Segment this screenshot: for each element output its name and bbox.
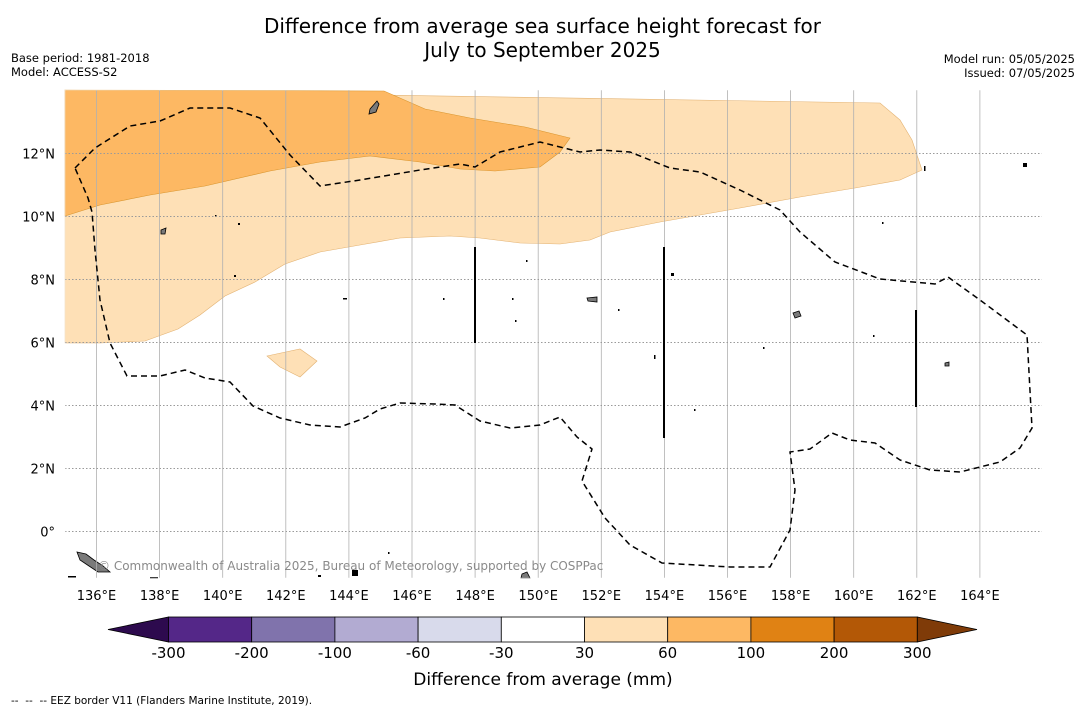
colorbar-tick-label: -300 (151, 644, 185, 662)
map-panel (64, 89, 1043, 579)
lon-tick-label: 136°E (77, 589, 117, 604)
colorbar-swatch (750, 616, 835, 643)
meta-right: Model run: 05/05/2025 Issued: 07/05/2025 (944, 52, 1075, 80)
colorbar-tick-labels: -300 -200 -100 -60 -30 30 60 100 200 300 (151, 644, 931, 662)
lat-tick-label: 0° (40, 526, 55, 541)
latitude-labels: 12°N 10°N 8°N 6°N 4°N 2°N 0° (22, 148, 55, 541)
attribution-text: © Commonwealth of Australia 2025, Bureau… (98, 559, 603, 573)
lon-tick-label: 148°E (455, 589, 495, 604)
lat-tick-label: 8°N (31, 274, 56, 289)
colorbar-tick-label: -100 (318, 644, 352, 662)
colorbar-swatch (251, 616, 336, 643)
colorbar-tick-label: 200 (820, 644, 849, 662)
colorbar-extend-min (107, 616, 169, 643)
colorbar-extend-max (916, 616, 978, 643)
colorbar-tick-label: 30 (575, 644, 594, 662)
island-yap (160, 227, 167, 235)
title-line-1: Difference from average sea surface heig… (263, 14, 822, 38)
lon-tick-label: 156°E (708, 589, 748, 604)
lon-tick-label: 142°E (266, 589, 306, 604)
island-chuuk (586, 296, 598, 303)
eez-footnote: -- -- -- EEZ border V11 (Flanders Marine… (11, 695, 313, 707)
colorbar-tick-label: 60 (658, 644, 677, 662)
lon-tick-label: 158°E (771, 589, 811, 604)
colorbar-swatch (417, 616, 502, 643)
lon-tick-label: 160°E (834, 589, 874, 604)
anomaly-region-60-100 (64, 89, 571, 217)
lat-tick-label: 12°N (22, 148, 55, 163)
colorbar-tick-label: -200 (235, 644, 269, 662)
colorbar-tick-label: 300 (903, 644, 932, 662)
colorbar-label: Difference from average (mm) (413, 670, 672, 690)
lon-tick-label: 146°E (392, 589, 432, 604)
lon-tick-label: 144°E (329, 589, 369, 604)
lon-tick-label: 150°E (518, 589, 558, 604)
longitude-labels: 136°E 138°E 140°E 142°E 144°E 146°E 148°E 150°E… (77, 589, 1000, 604)
colorbar-swatch (334, 616, 419, 643)
model-name: Model: ACCESS-S2 (11, 65, 118, 79)
lon-tick-label: 164°E (960, 589, 1000, 604)
colorbar-tick-label: -30 (489, 644, 514, 662)
lat-tick-label: 4°N (31, 400, 56, 415)
lat-tick-label: 2°N (31, 463, 56, 478)
lon-tick-label: 138°E (140, 589, 180, 604)
guam-island (368, 100, 380, 115)
lat-tick-label: 10°N (22, 211, 55, 226)
colorbar-tick-label: -60 (406, 644, 431, 662)
islands (76, 100, 950, 579)
lon-tick-label: 162°E (897, 589, 937, 604)
colorbar-swatch (500, 616, 585, 643)
lat-tick-label: 6°N (31, 337, 56, 352)
title-line-2: July to September 2025 (424, 38, 661, 62)
anomaly-region-30-60-small (266, 348, 318, 378)
colorbar-swatch (833, 616, 918, 643)
colorbar-swatch (584, 616, 669, 643)
lon-tick-label: 140°E (203, 589, 243, 604)
lon-tick-label: 154°E (645, 589, 685, 604)
island-new-guinea-west (76, 551, 112, 573)
colorbar-tick-label: 100 (737, 644, 766, 662)
map-title: Difference from average sea surface heig… (0, 14, 1085, 62)
base-period: Base period: 1981-2018 (11, 51, 150, 65)
colorbar-swatch (168, 616, 253, 643)
island-kosrae (944, 361, 950, 367)
model-run: Model run: 05/05/2025 (943, 52, 1075, 66)
colorbar (107, 616, 978, 643)
meta-left: Base period: 1981-2018 Model: ACCESS-S2 (11, 51, 150, 79)
colorbar-swatch (667, 616, 752, 643)
issued-date: Issued: 07/05/2025 (964, 66, 1075, 80)
forecast-bars (474, 247, 917, 438)
island-pohnpei (792, 310, 802, 319)
lon-tick-label: 152°E (582, 589, 622, 604)
